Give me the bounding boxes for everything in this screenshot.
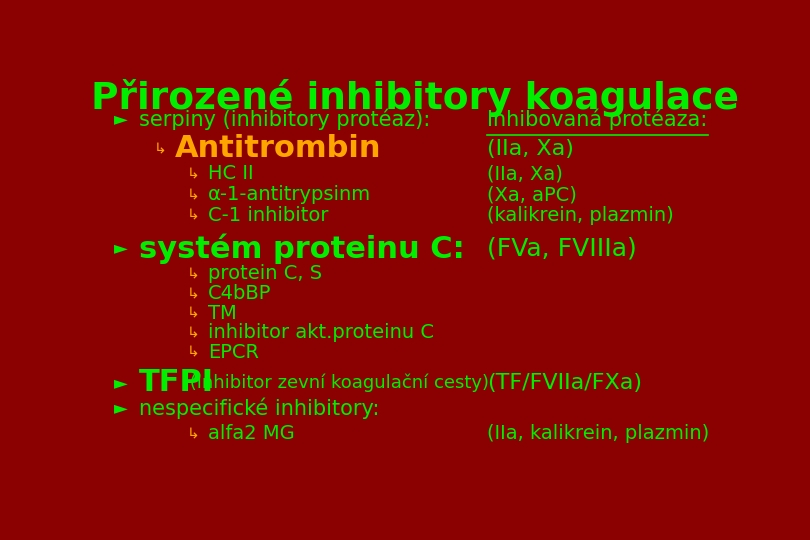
Text: HC II: HC II <box>208 164 254 183</box>
Text: TM: TM <box>208 303 237 322</box>
Text: alfa2 MG: alfa2 MG <box>208 424 295 443</box>
Text: Inhibovaná protéaza:: Inhibovaná protéaza: <box>488 109 708 131</box>
Text: ↳: ↳ <box>186 286 199 301</box>
Text: (Xa, aPC): (Xa, aPC) <box>488 185 578 204</box>
Text: ↳: ↳ <box>186 345 199 360</box>
Text: ↳: ↳ <box>186 306 199 321</box>
Text: C-1 inhibitor: C-1 inhibitor <box>208 206 329 225</box>
Text: nespecifické inhibitory:: nespecifické inhibitory: <box>139 398 379 420</box>
Text: (IIa, kalikrein, plazmin): (IIa, kalikrein, plazmin) <box>488 424 710 443</box>
Text: ↳: ↳ <box>186 325 199 340</box>
Text: protein C, S: protein C, S <box>208 265 322 284</box>
Text: ►: ► <box>113 240 128 258</box>
Text: inhibitor akt.proteinu C: inhibitor akt.proteinu C <box>208 323 434 342</box>
Text: Antitrombin: Antitrombin <box>175 134 382 163</box>
Text: ↳: ↳ <box>186 208 199 223</box>
Text: ↳: ↳ <box>186 266 199 281</box>
Text: Přirozené inhibitory koagulace: Přirozené inhibitory koagulace <box>91 79 739 117</box>
Text: (inhibitor zevní koagulační cesty): (inhibitor zevní koagulační cesty) <box>184 374 488 392</box>
Text: ↳: ↳ <box>154 141 167 156</box>
Text: ↳: ↳ <box>186 166 199 181</box>
Text: (kalikrein, plazmin): (kalikrein, plazmin) <box>488 206 674 225</box>
Text: (FVa, FVIIIa): (FVa, FVIIIa) <box>488 237 637 261</box>
Text: systém proteinu C:: systém proteinu C: <box>139 233 465 264</box>
Text: ►: ► <box>113 111 128 129</box>
Text: TFPI: TFPI <box>139 368 214 397</box>
Text: serpiny (inhibitory protéaz):: serpiny (inhibitory protéaz): <box>139 109 430 131</box>
Text: ►: ► <box>113 400 128 417</box>
Text: (IIa, Xa): (IIa, Xa) <box>488 164 563 183</box>
Text: C4bBP: C4bBP <box>208 284 271 303</box>
Text: (IIa, Xa): (IIa, Xa) <box>488 139 574 159</box>
Text: α-1-antitrypsinm: α-1-antitrypsinm <box>208 185 371 204</box>
Text: ►: ► <box>113 374 128 392</box>
Text: EPCR: EPCR <box>208 342 259 362</box>
Text: (TF/FVIIa/FXa): (TF/FVIIa/FXa) <box>488 373 642 393</box>
Text: ↳: ↳ <box>186 187 199 202</box>
Text: ↳: ↳ <box>186 426 199 441</box>
